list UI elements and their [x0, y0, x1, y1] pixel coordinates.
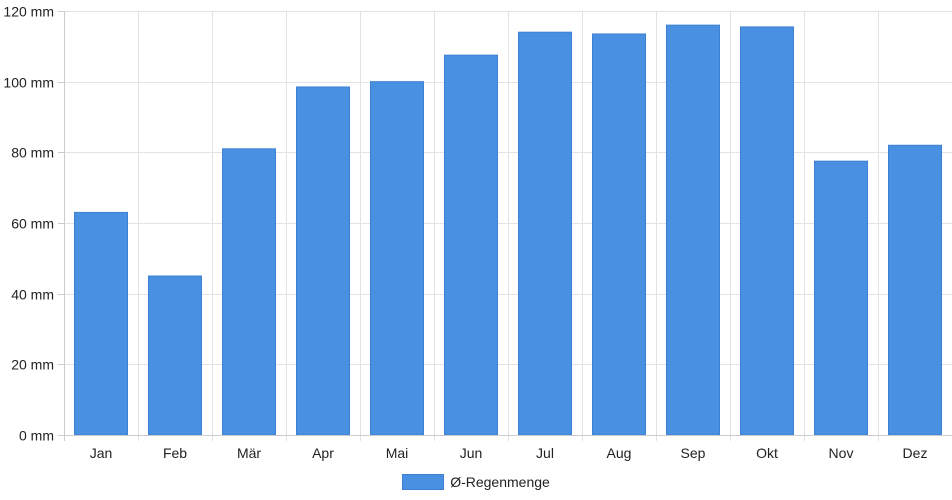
- x-tick-label: Jan: [90, 445, 113, 461]
- x-tick-label: Mär: [237, 445, 261, 461]
- grid-lines: [64, 11, 952, 441]
- y-tick-label: 20 mm: [11, 357, 54, 373]
- x-tick-label: Jun: [460, 445, 483, 461]
- bar-jul[interactable]: [518, 31, 572, 436]
- bar-mär[interactable]: [222, 148, 276, 436]
- axes: [58, 11, 952, 441]
- x-tick-label: Okt: [756, 445, 778, 461]
- bar-nov[interactable]: [814, 160, 868, 436]
- bars: [74, 24, 942, 436]
- x-axis-tick-labels: Jan Feb Mär Apr Mai Jun Jul Aug Sep Okt Nov Dez: [90, 445, 928, 461]
- bar-aug[interactable]: [592, 33, 646, 436]
- y-tick-label: 0 mm: [19, 428, 54, 444]
- bar-jun[interactable]: [444, 54, 498, 436]
- y-tick-label: 100 mm: [3, 75, 54, 91]
- bar-dez[interactable]: [888, 144, 942, 436]
- bar-feb[interactable]: [148, 275, 202, 436]
- bar-jan[interactable]: [74, 211, 128, 436]
- legend-label: Ø-Regenmenge: [450, 474, 550, 490]
- x-tick-label: Jul: [536, 445, 554, 461]
- bar-apr[interactable]: [296, 86, 350, 436]
- legend[interactable]: Ø-Regenmenge: [0, 472, 952, 492]
- bar-sep[interactable]: [666, 24, 720, 436]
- x-tick-label: Nov: [829, 445, 854, 461]
- x-tick-label: Aug: [607, 445, 632, 461]
- x-tick-label: Dez: [903, 445, 928, 461]
- y-tick-label: 80 mm: [11, 145, 54, 161]
- y-axis-tick-labels: 0 mm 20 mm 40 mm 60 mm 80 mm 100 mm 120 mm: [3, 4, 54, 444]
- x-tick-label: Feb: [163, 445, 187, 461]
- y-tick-label: 120 mm: [3, 4, 54, 20]
- bar-okt[interactable]: [740, 26, 794, 436]
- x-tick-label: Sep: [681, 445, 706, 461]
- bar-mai[interactable]: [370, 81, 424, 436]
- x-tick-label: Mai: [386, 445, 409, 461]
- y-tick-label: 40 mm: [11, 287, 54, 303]
- y-tick-label: 60 mm: [11, 216, 54, 232]
- legend-swatch: [402, 474, 445, 490]
- x-tick-label: Apr: [312, 445, 334, 461]
